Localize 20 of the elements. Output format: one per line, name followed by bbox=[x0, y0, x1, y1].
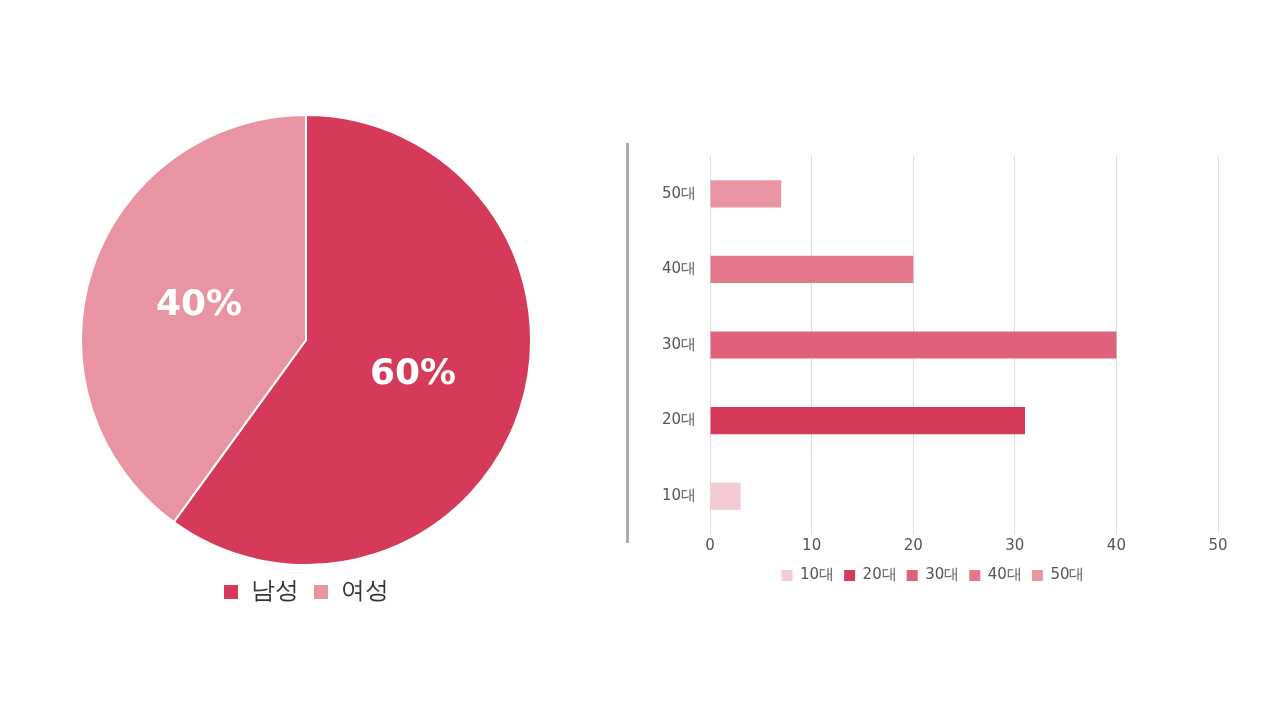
legend-label: 여성 bbox=[341, 576, 389, 605]
y-tick-label: 10대 bbox=[661, 486, 697, 505]
legend-label: 30대 bbox=[925, 565, 960, 584]
legend-label: 20대 bbox=[862, 565, 897, 584]
y-tick-label: 30대 bbox=[661, 334, 697, 353]
legend-label: 10대 bbox=[800, 565, 835, 584]
x-tick-label: 0 bbox=[705, 535, 715, 554]
legend-label: 남성 bbox=[251, 576, 299, 605]
x-tick-label: 30 bbox=[1005, 535, 1025, 554]
legend-label: 40대 bbox=[987, 565, 1022, 584]
x-tick-label: 50 bbox=[1208, 535, 1228, 554]
y-tick-label: 50대 bbox=[661, 183, 697, 202]
x-tick-label: 20 bbox=[903, 535, 923, 554]
data-label: 40% bbox=[155, 281, 243, 323]
y-tick-label: 20대 bbox=[661, 410, 697, 429]
data-label: 60% bbox=[369, 351, 457, 393]
legend-label: 50대 bbox=[1050, 565, 1085, 584]
x-tick-label: 10 bbox=[802, 535, 822, 554]
y-tick-label: 40대 bbox=[661, 259, 697, 278]
x-tick-label: 40 bbox=[1106, 535, 1126, 554]
